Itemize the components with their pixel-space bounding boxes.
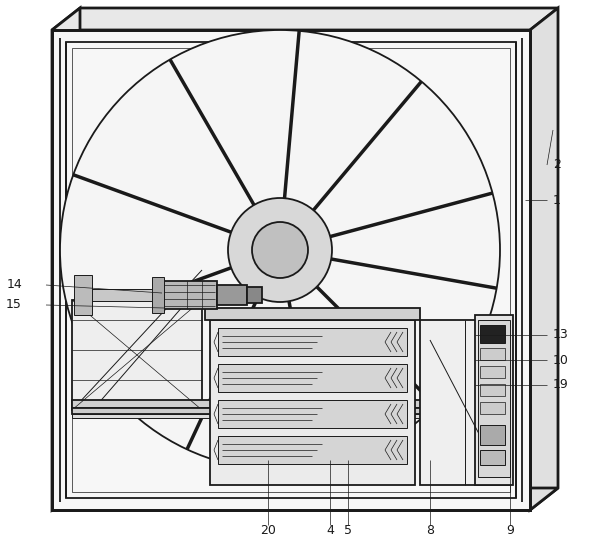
Bar [247, 287, 262, 303]
Text: 2: 2 [553, 159, 561, 172]
Bar [72, 408, 510, 414]
Text: 10: 10 [553, 353, 569, 367]
Bar [152, 277, 164, 313]
Bar [480, 402, 505, 414]
Text: 8: 8 [426, 523, 434, 537]
Bar [72, 400, 500, 408]
Bar [480, 366, 505, 378]
Bar [74, 275, 92, 315]
Bar [218, 436, 407, 464]
Bar [210, 320, 415, 485]
Bar [66, 42, 516, 498]
Bar [420, 320, 510, 485]
Bar [72, 414, 510, 418]
Text: 5: 5 [344, 523, 352, 537]
Circle shape [60, 30, 500, 470]
Bar [218, 400, 407, 428]
Bar [478, 320, 510, 477]
Text: 15: 15 [6, 299, 22, 311]
Bar [480, 348, 505, 360]
Bar [72, 300, 202, 410]
Bar [480, 325, 505, 343]
Bar [218, 328, 407, 356]
Bar [217, 285, 247, 305]
Polygon shape [52, 8, 558, 30]
Bar [77, 289, 162, 301]
Bar [480, 450, 505, 465]
Bar [72, 407, 500, 415]
Text: 1: 1 [553, 193, 561, 206]
Polygon shape [52, 8, 80, 510]
Text: 13: 13 [553, 329, 569, 342]
Circle shape [252, 222, 308, 278]
Bar [52, 30, 530, 510]
Circle shape [228, 198, 332, 302]
Bar [218, 364, 407, 392]
Text: 4: 4 [326, 523, 334, 537]
Bar [52, 30, 530, 510]
Bar [162, 281, 217, 309]
Polygon shape [530, 8, 558, 510]
Text: 20: 20 [260, 523, 276, 537]
Bar [480, 384, 505, 396]
Bar [72, 48, 510, 492]
Polygon shape [52, 488, 558, 510]
Bar [475, 315, 513, 485]
Bar [480, 425, 505, 445]
Text: 9: 9 [506, 523, 514, 537]
Text: 14: 14 [7, 278, 22, 291]
Text: 19: 19 [553, 378, 569, 391]
Bar [205, 308, 420, 320]
